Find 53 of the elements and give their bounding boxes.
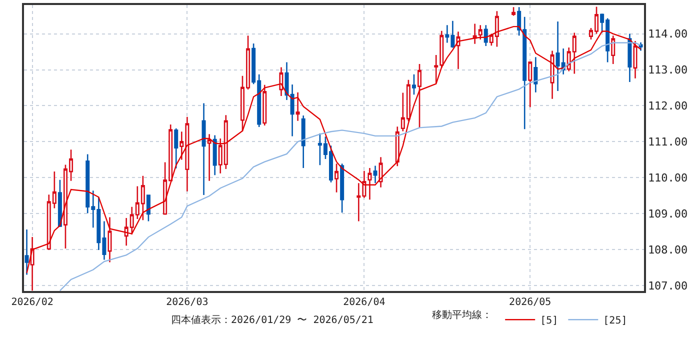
candlestick bbox=[628, 33, 632, 83]
candlestick bbox=[378, 156, 383, 188]
candlestick bbox=[108, 216, 112, 263]
y-tick-label: 113.00 bbox=[648, 64, 688, 77]
candlestick bbox=[202, 102, 206, 196]
candlestick bbox=[611, 34, 616, 65]
candlestick bbox=[334, 163, 339, 194]
legend-title: 移動平均線： bbox=[432, 309, 492, 322]
candlestick bbox=[58, 179, 62, 228]
candlestick bbox=[212, 134, 217, 176]
candlestick bbox=[478, 24, 482, 40]
x-tick-label: 2026/02 bbox=[11, 296, 54, 308]
candlestick bbox=[395, 126, 400, 167]
x-tick-label: 2026/05 bbox=[509, 296, 552, 308]
candlestick bbox=[296, 92, 300, 122]
candlestick bbox=[484, 24, 488, 47]
candlestick bbox=[472, 23, 477, 44]
candlestick bbox=[340, 163, 344, 214]
y-tick-label: 111.00 bbox=[648, 136, 688, 149]
candlestick bbox=[30, 236, 34, 291]
candlestick bbox=[418, 63, 422, 128]
legend-label: [25] bbox=[603, 316, 628, 326]
candlestick bbox=[517, 6, 522, 36]
candlestick bbox=[633, 40, 638, 80]
candlestick bbox=[279, 66, 284, 97]
x-tick-label: 2026/03 bbox=[166, 296, 208, 308]
candlestick bbox=[412, 74, 416, 96]
candlestick bbox=[146, 194, 150, 222]
candlestick bbox=[522, 16, 527, 130]
x-tick-label: 2026/04 bbox=[343, 296, 386, 308]
candlestick bbox=[368, 167, 372, 200]
candlestick bbox=[207, 134, 212, 182]
y-tick-label: 110.00 bbox=[648, 172, 688, 185]
candlestick bbox=[550, 50, 554, 100]
candlestick bbox=[638, 42, 643, 52]
candlestick bbox=[373, 165, 378, 184]
candlestick bbox=[456, 30, 460, 70]
y-tick-label: 108.00 bbox=[648, 243, 688, 256]
text: 四本値表示：2026/01/29 〜 2026/05/21 bbox=[171, 314, 374, 326]
y-tick-label: 107.00 bbox=[648, 279, 688, 292]
line-series bbox=[26, 26, 642, 274]
line-series bbox=[59, 42, 642, 291]
candlestick bbox=[512, 6, 516, 16]
y-tick-label: 112.00 bbox=[648, 100, 688, 113]
candlestick bbox=[528, 62, 532, 108]
candlestick bbox=[262, 84, 267, 126]
candlestick bbox=[534, 56, 538, 94]
candlestick bbox=[301, 114, 306, 169]
y-tick-label: 114.00 bbox=[648, 28, 688, 41]
y-tick-label: 109.00 bbox=[648, 208, 688, 220]
candlestick bbox=[174, 128, 178, 169]
candlestick bbox=[24, 228, 29, 276]
legend-label: [5] bbox=[540, 316, 558, 326]
